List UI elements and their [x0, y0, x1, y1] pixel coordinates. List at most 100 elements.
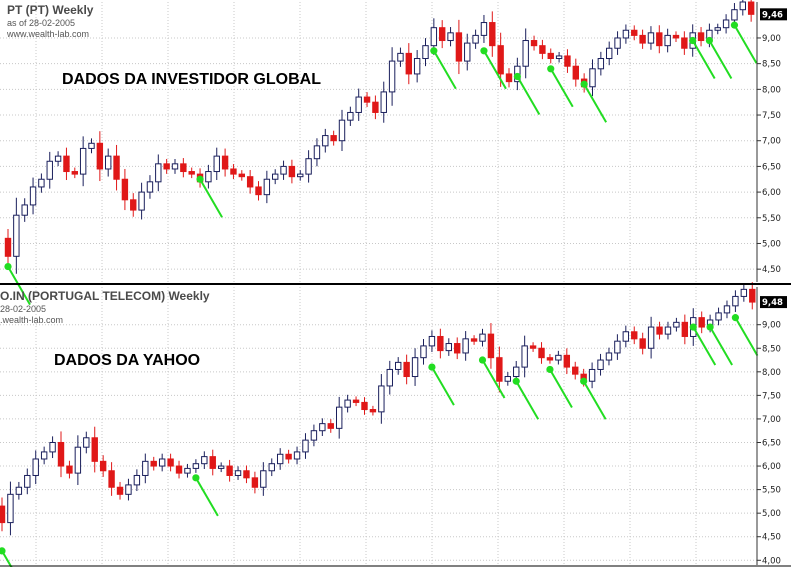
- chart-site: .wealth-lab.com: [0, 315, 63, 325]
- candle-down: [563, 354, 571, 368]
- marker-line: [432, 50, 457, 90]
- candle-up: [739, 1, 746, 11]
- grid: [0, 287, 757, 565]
- candle-down: [497, 45, 504, 75]
- y-axis: 4,50 5,00 5,50 6,00 6,50 7,00 7,50 8,00 8,50 9,00…: [756, 2, 787, 282]
- candle-down: [547, 52, 554, 60]
- candle-up: [205, 171, 212, 183]
- candle-up: [647, 326, 655, 349]
- candle-up: [105, 155, 112, 170]
- candle-up: [260, 470, 267, 488]
- last-value-label: 9,46: [762, 10, 783, 20]
- candle-up: [88, 142, 95, 149]
- candle-up: [740, 288, 748, 297]
- candle-up: [268, 463, 275, 472]
- candle-up: [622, 29, 630, 39]
- marker-line: [549, 68, 574, 108]
- candle-up: [422, 45, 429, 60]
- candle-down: [749, 288, 756, 303]
- candle-up: [614, 37, 621, 49]
- marker-dot: [580, 377, 588, 385]
- marker-line: [199, 178, 223, 218]
- marker-dot: [192, 474, 200, 482]
- candle-up: [83, 437, 90, 448]
- candle-up: [171, 163, 179, 170]
- candle-up: [430, 27, 438, 47]
- marker-dot: [547, 65, 555, 73]
- candle-up: [723, 305, 731, 314]
- candle-down: [150, 460, 157, 467]
- candle-up: [614, 340, 621, 354]
- y-tick-label: 5,50: [762, 214, 781, 224]
- y-tick-label: 4,00: [762, 556, 781, 566]
- candle-down: [697, 32, 705, 42]
- marker-line: [431, 366, 455, 406]
- y-tick-label: 9,00: [762, 321, 781, 331]
- candle-down: [330, 135, 337, 142]
- candle-down: [681, 37, 688, 49]
- candle-up: [158, 458, 166, 467]
- y-tick-label: 6,00: [762, 188, 781, 198]
- candle-up: [378, 385, 385, 413]
- marker-dot: [4, 262, 12, 271]
- candle-down: [681, 321, 689, 337]
- candle-up: [32, 458, 39, 476]
- candle-up: [280, 165, 287, 175]
- candle-down: [639, 34, 646, 44]
- candle-up: [13, 214, 20, 257]
- marker-dot: [480, 47, 488, 55]
- candle-up: [522, 40, 529, 67]
- candle-up: [428, 335, 436, 347]
- candle-down: [631, 331, 638, 340]
- candle-up: [21, 204, 28, 216]
- candle-up: [79, 147, 87, 175]
- candle-up: [305, 158, 312, 175]
- marker-dot: [513, 72, 521, 81]
- candle-down: [255, 186, 262, 196]
- candle-up: [217, 465, 225, 469]
- candle-up: [380, 91, 387, 113]
- candle-down: [439, 27, 446, 42]
- candle-down: [698, 317, 705, 328]
- candle-up: [297, 173, 304, 178]
- candle-up: [504, 376, 512, 382]
- candle-up: [310, 430, 318, 441]
- candle-down: [405, 52, 413, 75]
- panel-investidor-global: 4,50 5,00 5,50 6,00 6,50 7,00 7,50 8,00 8,50 9,00…: [0, 0, 787, 306]
- candle-down: [209, 456, 216, 469]
- candle-up: [38, 178, 45, 188]
- candle-up: [302, 439, 309, 453]
- marker-dot: [196, 175, 204, 183]
- candle-down: [226, 465, 233, 476]
- candle-down: [71, 171, 78, 175]
- marker-dot: [0, 547, 6, 555]
- candle-up: [201, 456, 208, 465]
- candle-up: [125, 484, 132, 495]
- candle-down: [487, 333, 495, 359]
- candle-down: [66, 465, 73, 474]
- candle-down: [113, 155, 120, 180]
- candle-down: [470, 338, 478, 342]
- candle-down: [372, 101, 379, 113]
- chart-subtitle: 28-02-2005: [0, 304, 46, 314]
- candle-up: [15, 486, 23, 495]
- candle-up: [276, 453, 284, 465]
- candle-down: [251, 477, 259, 488]
- candle-down: [529, 345, 537, 349]
- candle-down: [403, 361, 410, 378]
- candle-down: [656, 32, 663, 47]
- candle-up: [49, 441, 56, 453]
- marker-line: [481, 359, 506, 399]
- y-tick-label: 5,50: [762, 486, 781, 496]
- candle-up: [647, 32, 655, 44]
- marker-dot: [512, 377, 520, 385]
- candle-down: [116, 486, 124, 495]
- candle-up: [74, 446, 82, 474]
- y-tick-label: 8,00: [762, 368, 781, 378]
- candle-down: [96, 142, 104, 170]
- marker-dot: [706, 323, 714, 331]
- candle-up: [7, 493, 14, 524]
- y-tick-label: 4,50: [762, 265, 781, 275]
- candle-up: [397, 52, 404, 62]
